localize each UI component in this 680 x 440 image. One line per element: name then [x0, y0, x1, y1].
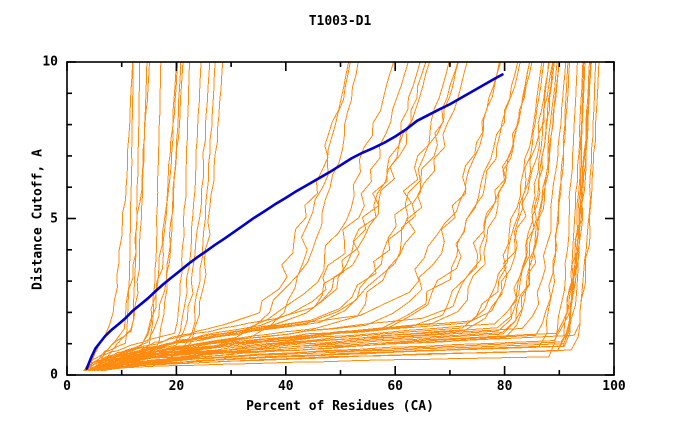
background-series-line [104, 61, 569, 371]
background-series-line [98, 61, 550, 371]
background-series-line [101, 61, 571, 371]
x-tick-label: 20 [168, 379, 185, 394]
y-tick-label: 0 [50, 367, 58, 383]
background-series-line [89, 61, 182, 371]
y-tick-label: 5 [50, 211, 58, 226]
highlighted-series-line [85, 73, 504, 371]
background-series-line [88, 61, 459, 371]
y-tick-label: 10 [42, 54, 58, 70]
background-series-line [95, 61, 558, 371]
axis-layer [66, 61, 615, 376]
x-tick-label: 80 [496, 379, 513, 394]
x-tick-label: 40 [277, 379, 294, 394]
x-tick-label: 100 [602, 379, 626, 394]
background-series-line [88, 61, 459, 371]
background-series-line [94, 61, 141, 371]
x-tick-label: 60 [387, 379, 404, 394]
background-series-line [84, 61, 190, 371]
background-series-line [88, 61, 600, 371]
background-series-line [96, 61, 545, 371]
chart-title: T1003-D1 [308, 14, 372, 29]
background-series-line [90, 61, 560, 371]
background-series-line [88, 61, 555, 371]
series-layer [83, 61, 600, 371]
background-series-line [104, 61, 521, 371]
background-series-line [103, 61, 184, 371]
background-series-line [92, 61, 500, 371]
background-series-line [89, 61, 134, 371]
background-series-line [92, 61, 592, 371]
background-series-line [92, 61, 550, 371]
background-series-line [92, 61, 216, 371]
background-series-line [83, 61, 134, 371]
background-series-line [90, 61, 431, 371]
background-series-line [97, 61, 150, 371]
background-series-line [93, 61, 578, 371]
background-series-line [96, 61, 584, 371]
background-series-line [96, 61, 468, 371]
x-axis-label: Percent of Residues (CA) [246, 399, 434, 414]
x-tick-label: 0 [63, 379, 71, 394]
background-series-line [97, 61, 585, 371]
background-series-line [102, 61, 590, 371]
background-series-line [102, 61, 350, 371]
background-series-line [84, 61, 179, 371]
background-series-line [102, 61, 543, 371]
background-series-line [97, 61, 592, 371]
background-series-line [102, 61, 531, 371]
background-series-line [89, 61, 502, 371]
